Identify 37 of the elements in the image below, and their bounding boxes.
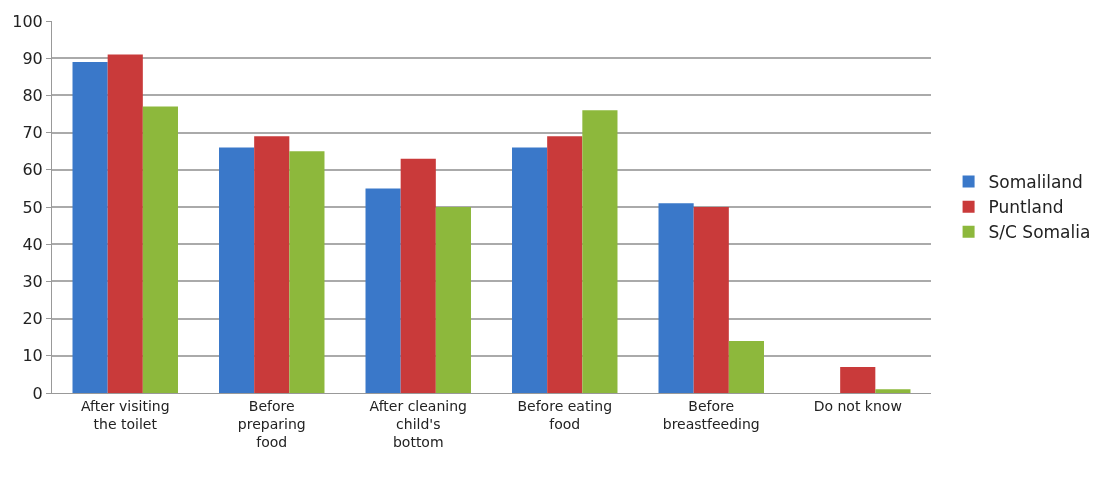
y-tick-label: 50 <box>22 197 43 217</box>
legend-label: S/C Somalia <box>988 222 1091 243</box>
x-tick-label: Before preparing food <box>237 397 306 451</box>
bar <box>142 106 178 393</box>
x-tick-label: Before breastfeeding <box>662 397 760 432</box>
bar <box>693 207 729 393</box>
bar <box>289 151 325 393</box>
bar <box>512 147 548 393</box>
bar <box>365 188 401 393</box>
bar <box>728 340 764 393</box>
x-tick-label: Before eating food <box>517 397 613 432</box>
x-tick-label: Do not know <box>813 397 902 414</box>
bar <box>547 136 583 393</box>
bar <box>658 203 694 393</box>
y-tick-label: 40 <box>22 234 43 254</box>
x-tick-label: After cleaning child's bottom <box>369 397 467 451</box>
y-tick-label: 0 <box>32 383 43 403</box>
y-tick-label: 90 <box>22 48 43 68</box>
y-tick-label: 60 <box>22 160 43 180</box>
y-tick-label: 70 <box>22 123 43 143</box>
y-tick-label: 80 <box>22 86 43 105</box>
bar <box>107 54 143 393</box>
bar <box>582 110 618 393</box>
y-tick-label: 100 <box>12 11 43 31</box>
bar <box>435 207 471 393</box>
bar <box>254 136 290 393</box>
x-tick-label: After visiting the toilet <box>80 397 170 432</box>
bar <box>840 366 876 393</box>
bar <box>72 61 108 393</box>
y-tick-label: 30 <box>22 272 43 291</box>
bar <box>400 158 436 393</box>
legend-label: Somaliland <box>988 172 1083 193</box>
bar <box>219 147 255 393</box>
y-tick-label: 10 <box>22 346 43 366</box>
bar <box>875 389 911 393</box>
legend-label: Puntland <box>988 197 1064 218</box>
y-tick-label: 20 <box>22 309 43 329</box>
